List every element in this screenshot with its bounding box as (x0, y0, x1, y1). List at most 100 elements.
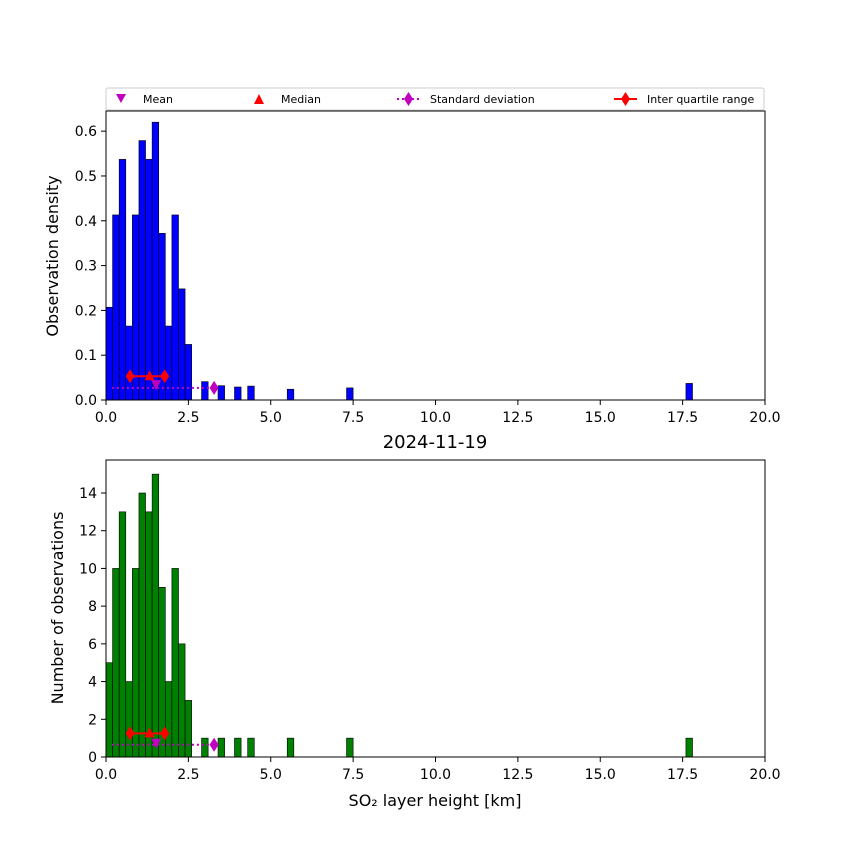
histogram-bar (171, 568, 179, 758)
plot-frame (105, 459, 766, 758)
legend-iqr-marker-icon (621, 92, 630, 106)
plot-frame (105, 110, 766, 401)
x-tick-label: 0.0 (95, 767, 117, 783)
y-axis-ticks: 0.0 0.1 0.2 0.3 0.4 0.5 0.6 (75, 124, 106, 409)
y-tick-label: 0 (88, 750, 97, 766)
legend: Mean Median Standard deviation Inter qua… (105, 87, 765, 111)
histogram-bar (145, 511, 153, 758)
iqr-q1-marker (125, 369, 135, 384)
histogram-bar (685, 737, 693, 758)
y-tick-label: 2 (88, 712, 97, 728)
x-tick-label: 2.5 (177, 767, 199, 783)
legend-label-mean: Mean (143, 93, 173, 106)
median-marker (144, 370, 155, 381)
y-tick-label: 0.2 (75, 303, 97, 319)
y-axis-label: Number of observations (48, 512, 67, 705)
density-histogram-panel: 0.0 2.5 5.0 7.5 10.0 12.5 15.0 17.5 20.0 0.00.10… (43, 110, 781, 426)
histogram-bar (151, 121, 160, 401)
count-histogram-panel: 2024-11-19 0.0 2.5 5.0 7.5 10.0 12.5 15.0 17.5 2… (48, 432, 781, 810)
histogram-bar (201, 381, 209, 401)
y-tick-label: 0.3 (75, 259, 97, 275)
mean-marker (151, 380, 162, 391)
y-tick-label: 0.6 (75, 124, 97, 140)
histogram-bar (247, 737, 255, 758)
histogram-bar (171, 214, 179, 401)
y-tick-label: 12 (79, 524, 97, 540)
y-tick-label: 10 (79, 561, 97, 577)
histogram-bar (132, 568, 140, 758)
x-axis-ticks: 0.0 2.5 5.0 7.5 10.0 12.5 15.0 17.5 20.0 (95, 400, 781, 426)
x-tick-label: 17.5 (667, 767, 698, 783)
iqr-q3-marker (160, 726, 170, 741)
x-tick-label: 20.0 (749, 410, 780, 426)
mean-marker (151, 738, 162, 749)
x-tick-label: 12.5 (502, 767, 533, 783)
x-axis-label: SO₂ layer height [km] (349, 791, 522, 810)
histogram-bar (112, 214, 120, 401)
legend-median-marker-icon (254, 94, 264, 104)
histogram-bar (138, 492, 146, 758)
histogram-bar (132, 214, 140, 401)
y-tick-label: 0.1 (75, 348, 97, 364)
density-statistics-markers (111, 369, 219, 395)
histogram-bar (112, 568, 120, 758)
y-tick-label: 0.0 (75, 393, 97, 409)
histogram-bar (685, 383, 693, 401)
histogram-bar (286, 737, 295, 758)
histogram-bar (145, 159, 153, 401)
histogram-bar (234, 386, 242, 401)
x-tick-label: 7.5 (342, 410, 364, 426)
histogram-bar (184, 344, 192, 401)
histogram-bar (105, 306, 113, 401)
histogram-bar (178, 288, 186, 401)
histogram-bar (125, 325, 133, 401)
density-bars (105, 121, 693, 401)
histogram-bar (217, 385, 225, 401)
y-tick-label: 6 (88, 637, 97, 653)
y-tick-label: 8 (88, 599, 97, 615)
legend-frame (105, 87, 765, 111)
y-tick-label: 0.5 (75, 169, 97, 185)
sd-marker (209, 380, 219, 395)
histogram-bar (138, 140, 146, 401)
y-tick-label: 14 (79, 486, 97, 502)
x-tick-label: 15.0 (585, 767, 616, 783)
iqr-q3-marker (160, 369, 170, 384)
y-axis-ticks: 0 2 4 6 8 10 12 14 (79, 486, 106, 766)
histogram-bar (346, 387, 354, 401)
histogram-bar (184, 700, 192, 758)
x-tick-label: 7.5 (342, 767, 364, 783)
y-tick-label: 4 (88, 675, 97, 691)
histogram-bar (234, 737, 242, 758)
x-tick-label: 10.0 (420, 410, 451, 426)
legend-label-median: Median (281, 93, 321, 106)
legend-label-sd: Standard deviation (430, 93, 535, 106)
x-tick-label: 20.0 (749, 767, 780, 783)
histogram-bar (105, 662, 113, 758)
x-tick-label: 2.5 (177, 410, 199, 426)
x-tick-label: 5.0 (260, 410, 282, 426)
x-tick-label: 0.0 (95, 410, 117, 426)
histogram-bar (165, 325, 173, 401)
histogram-bar (178, 643, 186, 758)
y-tick-label: 0.4 (75, 214, 97, 230)
x-tick-label: 15.0 (585, 410, 616, 426)
panel-title: 2024-11-19 (383, 432, 488, 453)
x-tick-label: 17.5 (667, 410, 698, 426)
histogram-bar (201, 737, 209, 758)
histogram-bar (118, 511, 127, 758)
x-tick-label: 5.0 (260, 767, 282, 783)
histogram-bar (151, 473, 160, 758)
histogram-bar (118, 159, 127, 401)
x-tick-label: 10.0 (420, 767, 451, 783)
histogram-bar (217, 737, 225, 758)
x-axis-ticks: 0.0 2.5 5.0 7.5 10.0 12.5 15.0 17.5 20.0 (95, 757, 781, 783)
histogram-bar (125, 681, 133, 758)
legend-mean-marker-icon (116, 94, 126, 103)
y-axis-label: Observation density (43, 175, 62, 336)
histogram-bar (346, 737, 354, 758)
histogram-bar (286, 388, 295, 401)
x-tick-label: 12.5 (502, 410, 533, 426)
histogram-bar (247, 385, 255, 401)
